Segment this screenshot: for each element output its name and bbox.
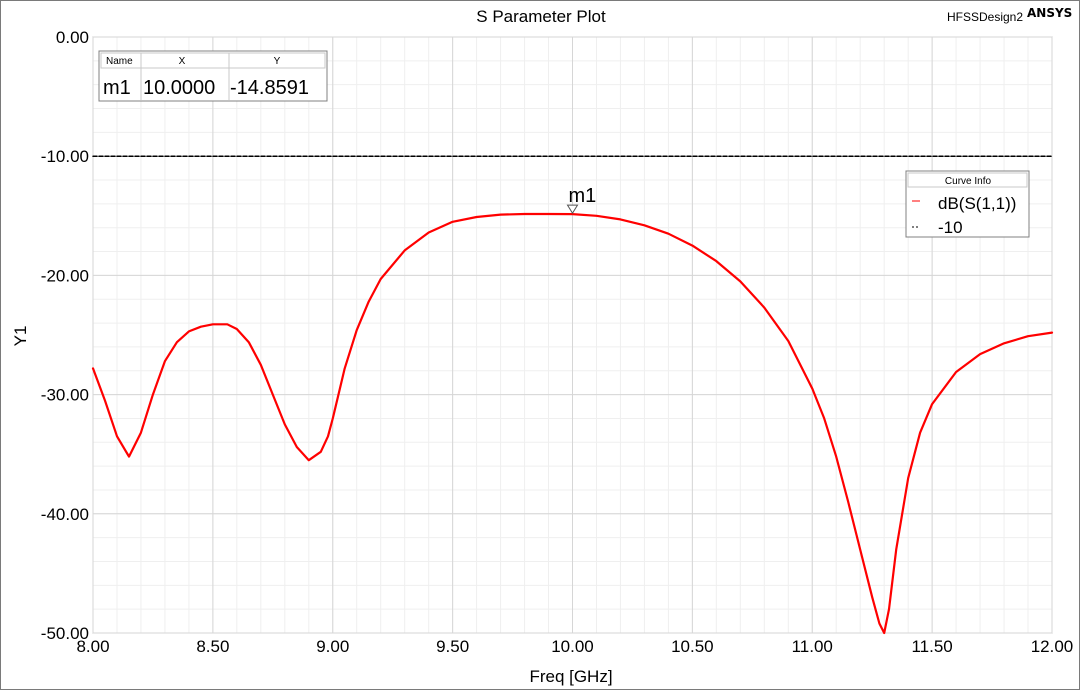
series-line-s11 <box>91 212 1054 635</box>
marker-row-name: m1 <box>103 77 131 99</box>
tick-labels: 8.00 8.50 9.00 9.50 10.00 10.50 11.00 11.50 12.0… <box>41 28 1073 656</box>
legend-header <box>907 172 1028 188</box>
x-tick-label: 12.00 <box>1031 637 1074 656</box>
y-tick-label: -40.00 <box>41 505 89 524</box>
marker-col-y: Y <box>274 56 281 67</box>
y-tick-label: -20.00 <box>41 266 89 285</box>
x-tick-label: 11.00 <box>792 637 833 656</box>
x-tick-label: 10.50 <box>671 637 714 656</box>
design-name: HFSSDesign2 <box>947 10 1023 24</box>
series-layer: m1 <box>91 155 1054 635</box>
y-axis-label: Y1 <box>11 326 30 347</box>
curve-info-legend[interactable]: Curve Info dB(S(1,1)) -10 <box>905 170 1030 238</box>
brand-logo: ANSYS <box>1027 6 1072 20</box>
marker-triangle <box>566 204 579 215</box>
y-tick-label: 0.00 <box>56 28 89 47</box>
y-tick-label: -10.00 <box>41 147 89 166</box>
marker-row-x: 10.0000 <box>143 77 215 99</box>
y-tick-label: -50.00 <box>41 624 89 643</box>
marker-col-x: X <box>179 56 186 67</box>
x-tick-label: 9.50 <box>436 637 469 656</box>
chart-title: S Parameter Plot <box>476 7 606 26</box>
legend-item-10: -10 <box>938 218 963 237</box>
x-tick-label: 11.50 <box>911 637 952 656</box>
legend-title: Curve Info <box>945 176 992 187</box>
x-axis-label: Freq [GHz] <box>529 667 612 686</box>
x-tick-label: 9.00 <box>316 637 349 656</box>
major-grid <box>92 36 1053 634</box>
marker-row-y: -14.8591 <box>230 77 309 99</box>
legend-item-s11: dB(S(1,1)) <box>938 194 1016 213</box>
x-tick-label: 8.50 <box>196 637 229 656</box>
marker-col-name: Name <box>106 56 133 67</box>
marker-table-header <box>100 52 326 69</box>
x-tick-label: 10.00 <box>551 637 594 656</box>
marker-table[interactable]: Name X Y m1 10.0000 -14.8591 <box>98 50 328 102</box>
y-tick-label: -30.00 <box>41 386 89 405</box>
x-tick-label: 8.00 <box>76 637 109 656</box>
marker-label: m1 <box>569 185 597 207</box>
